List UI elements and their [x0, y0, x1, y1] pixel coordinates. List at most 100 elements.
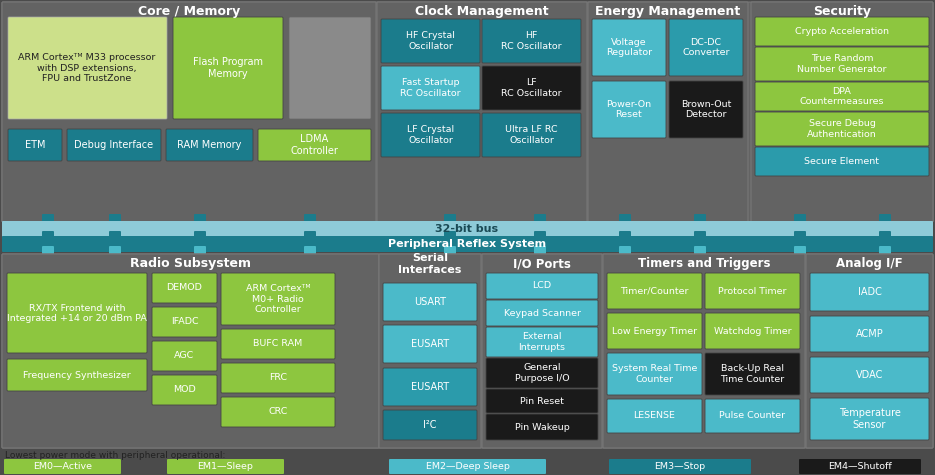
- Text: Temperature
Sensor: Temperature Sensor: [839, 408, 900, 430]
- FancyBboxPatch shape: [705, 353, 800, 395]
- Text: EM1—Sleep: EM1—Sleep: [197, 462, 253, 471]
- Text: BUFC RAM: BUFC RAM: [253, 340, 303, 349]
- FancyBboxPatch shape: [534, 214, 546, 232]
- FancyBboxPatch shape: [794, 246, 806, 258]
- FancyBboxPatch shape: [304, 231, 316, 243]
- FancyBboxPatch shape: [221, 397, 335, 427]
- FancyBboxPatch shape: [486, 327, 598, 357]
- Text: Radio Subsystem: Radio Subsystem: [130, 257, 251, 270]
- FancyBboxPatch shape: [8, 17, 167, 119]
- Text: IFADC: IFADC: [171, 317, 198, 326]
- FancyBboxPatch shape: [173, 17, 283, 119]
- Text: Brown-Out
Detector: Brown-Out Detector: [681, 100, 731, 119]
- Text: LF
RC Oscillator: LF RC Oscillator: [501, 78, 562, 98]
- FancyBboxPatch shape: [799, 459, 921, 474]
- FancyBboxPatch shape: [304, 246, 316, 258]
- FancyBboxPatch shape: [7, 359, 147, 391]
- Text: Secure Element: Secure Element: [804, 157, 880, 166]
- FancyBboxPatch shape: [810, 398, 929, 440]
- FancyBboxPatch shape: [607, 399, 702, 433]
- FancyBboxPatch shape: [810, 273, 929, 311]
- Text: RAM Memory: RAM Memory: [178, 140, 241, 150]
- FancyBboxPatch shape: [482, 113, 581, 157]
- Text: LDMA
Controller: LDMA Controller: [291, 134, 338, 156]
- FancyBboxPatch shape: [194, 214, 206, 232]
- FancyBboxPatch shape: [444, 246, 456, 258]
- Text: General
Purpose I/O: General Purpose I/O: [514, 363, 569, 383]
- Text: I²C: I²C: [424, 420, 437, 430]
- FancyBboxPatch shape: [534, 231, 546, 243]
- Text: Peripheral Reflex System: Peripheral Reflex System: [388, 239, 546, 249]
- Text: Back-Up Real
Time Counter: Back-Up Real Time Counter: [720, 364, 784, 384]
- FancyBboxPatch shape: [221, 363, 335, 393]
- FancyBboxPatch shape: [42, 214, 54, 232]
- FancyBboxPatch shape: [603, 254, 805, 448]
- FancyBboxPatch shape: [194, 231, 206, 243]
- Text: Low Energy Timer: Low Energy Timer: [611, 326, 698, 335]
- Text: EUSART: EUSART: [411, 382, 449, 392]
- Text: Timers and Triggers: Timers and Triggers: [638, 257, 770, 270]
- Text: Secure Debug
Authentication: Secure Debug Authentication: [807, 119, 877, 139]
- FancyBboxPatch shape: [152, 307, 217, 337]
- Text: MOD: MOD: [173, 386, 195, 395]
- FancyBboxPatch shape: [609, 459, 751, 474]
- Text: AGC: AGC: [174, 352, 194, 361]
- FancyBboxPatch shape: [694, 231, 706, 243]
- Text: USART: USART: [414, 297, 446, 307]
- FancyBboxPatch shape: [7, 273, 147, 353]
- FancyBboxPatch shape: [755, 147, 929, 176]
- FancyBboxPatch shape: [810, 357, 929, 393]
- FancyBboxPatch shape: [794, 231, 806, 243]
- Text: Security: Security: [813, 6, 871, 19]
- FancyBboxPatch shape: [619, 231, 631, 243]
- Text: Crypto Acceleration: Crypto Acceleration: [795, 27, 889, 36]
- FancyBboxPatch shape: [379, 254, 481, 448]
- FancyBboxPatch shape: [482, 66, 581, 110]
- FancyBboxPatch shape: [669, 81, 743, 138]
- FancyBboxPatch shape: [592, 19, 666, 76]
- FancyBboxPatch shape: [221, 329, 335, 359]
- FancyBboxPatch shape: [42, 246, 54, 258]
- Text: Pulse Counter: Pulse Counter: [719, 411, 785, 420]
- Text: ACMP: ACMP: [856, 329, 884, 339]
- Text: Keypad Scanner: Keypad Scanner: [504, 308, 581, 317]
- Text: CRC: CRC: [268, 408, 288, 417]
- Text: ARM Cortexᵀᴹ M33 processor
with DSP extensions,
FPU and TrustZone: ARM Cortexᵀᴹ M33 processor with DSP exte…: [19, 53, 156, 83]
- FancyBboxPatch shape: [383, 368, 477, 406]
- Text: IADC: IADC: [857, 287, 882, 297]
- FancyBboxPatch shape: [705, 313, 800, 349]
- FancyBboxPatch shape: [669, 19, 743, 76]
- Text: LCD: LCD: [532, 282, 552, 291]
- FancyBboxPatch shape: [381, 66, 480, 110]
- Text: FRC: FRC: [269, 373, 287, 382]
- Text: LESENSE: LESENSE: [634, 411, 675, 420]
- Text: Analog I/F: Analog I/F: [836, 257, 903, 270]
- FancyBboxPatch shape: [534, 246, 546, 258]
- Text: I/O Ports: I/O Ports: [513, 257, 571, 270]
- Text: LF Crystal
Oscillator: LF Crystal Oscillator: [407, 125, 454, 145]
- Text: Energy Management: Energy Management: [596, 6, 741, 19]
- FancyBboxPatch shape: [152, 375, 217, 405]
- FancyBboxPatch shape: [109, 231, 121, 243]
- FancyBboxPatch shape: [289, 17, 371, 119]
- FancyBboxPatch shape: [167, 459, 284, 474]
- FancyBboxPatch shape: [588, 2, 748, 222]
- FancyBboxPatch shape: [619, 246, 631, 258]
- Text: External
Interrupts: External Interrupts: [519, 332, 566, 352]
- FancyBboxPatch shape: [67, 129, 161, 161]
- Text: EM3—Stop: EM3—Stop: [654, 462, 706, 471]
- FancyBboxPatch shape: [2, 254, 379, 448]
- Text: ARM Cortexᵀᴹ
M0+ Radio
Controller: ARM Cortexᵀᴹ M0+ Radio Controller: [246, 284, 310, 314]
- FancyBboxPatch shape: [694, 246, 706, 258]
- FancyBboxPatch shape: [381, 113, 480, 157]
- FancyBboxPatch shape: [444, 214, 456, 232]
- FancyBboxPatch shape: [304, 214, 316, 232]
- Text: Frequency Synthesizer: Frequency Synthesizer: [23, 370, 131, 380]
- FancyBboxPatch shape: [486, 358, 598, 388]
- Text: Clock Management: Clock Management: [415, 6, 549, 19]
- FancyBboxPatch shape: [109, 214, 121, 232]
- Text: Protocol Timer: Protocol Timer: [718, 286, 786, 295]
- FancyBboxPatch shape: [383, 325, 477, 363]
- FancyBboxPatch shape: [607, 353, 702, 395]
- Text: EUSART: EUSART: [411, 339, 449, 349]
